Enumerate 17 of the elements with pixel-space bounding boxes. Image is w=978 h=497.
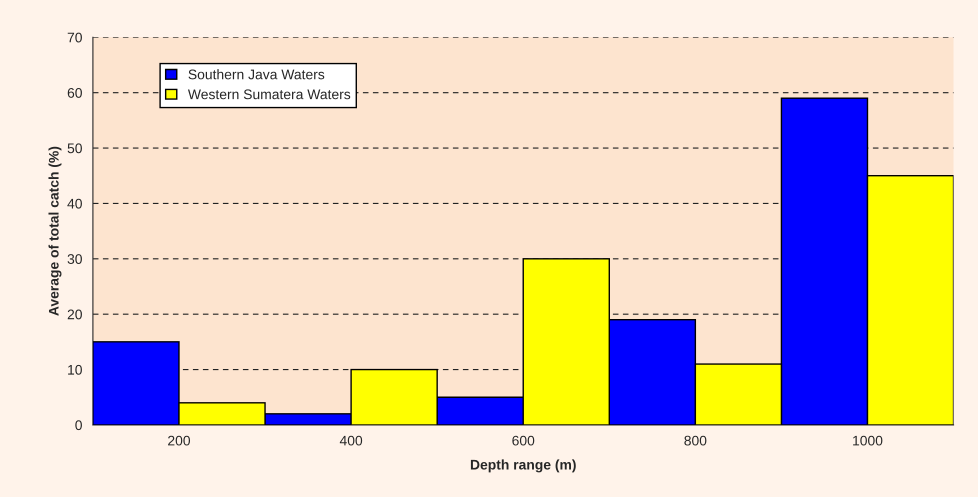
legend-label: Southern Java Waters [188,69,324,80]
y-tick-label: 20 [68,310,82,320]
x-tick-label: 800 [684,436,706,446]
x-tick-label: 600 [512,436,534,446]
x-axis-title: Depth range (m) [470,459,576,472]
y-tick-label: 0 [75,420,82,430]
y-axis-title: Average of total catch (%) [48,146,62,316]
legend-label: Western Sumatera Waters [188,89,350,100]
y-tick-label: 40 [67,198,82,209]
y-tick-label: 50 [68,143,82,154]
y-tick-label: 70 [68,32,82,42]
x-tick-label: 1000 [853,436,882,446]
y-tick-label: 10 [68,364,82,375]
x-tick-label: 400 [340,436,362,446]
y-tick-label: 60 [68,88,82,98]
y-tick-label: 30 [68,254,82,264]
x-tick-label: 200 [168,436,190,446]
